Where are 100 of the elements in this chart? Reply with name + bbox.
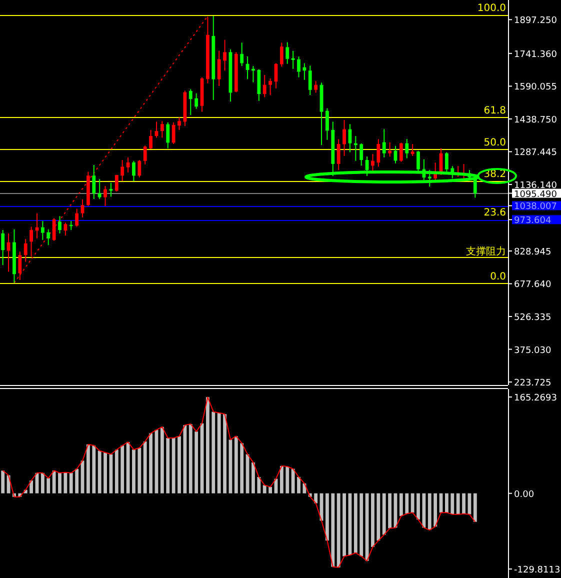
bar (1, 470, 5, 494)
bar (376, 493, 380, 541)
candlestick (172, 122, 176, 144)
candlestick (217, 50, 221, 86)
y-tick-label: 677.640 (514, 280, 552, 290)
bar (297, 477, 300, 494)
bar (40, 472, 44, 494)
bar (428, 493, 432, 530)
candlestick (104, 186, 107, 206)
candlestick (268, 78, 272, 96)
y-tick-label: 828.945 (514, 247, 552, 258)
annotation: 61.8 (484, 105, 506, 116)
candlestick (188, 88, 192, 116)
annotation: 50.0 (484, 137, 506, 148)
candlestick (166, 122, 170, 149)
y-tick-label: 1038.007 (514, 202, 557, 212)
y-tick-label: 1741.360 (514, 50, 558, 60)
y-tick-label: -129.8113 (514, 566, 560, 576)
y-tick-label: 1136.140 (514, 180, 558, 191)
candlestick (302, 62, 306, 80)
bar (120, 446, 124, 494)
y-tick-label: 1897.250 (514, 16, 558, 26)
bar (212, 412, 216, 494)
bar (69, 472, 73, 494)
bar (382, 493, 386, 535)
candlestick (24, 238, 28, 262)
bar (114, 450, 118, 494)
bar (416, 493, 420, 520)
bar (178, 436, 181, 494)
y-tick-label: 375.030 (514, 346, 552, 356)
candlestick (114, 174, 118, 192)
candlestick (194, 92, 198, 110)
bar (149, 433, 153, 494)
candlestick (160, 120, 164, 138)
y-tick-label: 1438.750 (514, 115, 558, 126)
bar (410, 493, 414, 513)
bar (104, 452, 107, 494)
bar (342, 493, 346, 556)
bar (86, 444, 90, 494)
bar (473, 493, 477, 522)
candlestick (325, 108, 329, 140)
candlestick (280, 42, 284, 68)
candlestick (92, 164, 96, 200)
candlestick (262, 74, 266, 98)
bar (183, 425, 187, 494)
bar (405, 493, 409, 514)
bar (194, 432, 198, 494)
bar (462, 493, 466, 514)
candlestick (120, 160, 124, 182)
annotation: 0.0 (490, 271, 506, 282)
bar (399, 493, 403, 516)
bar (252, 462, 255, 494)
bar (188, 424, 192, 494)
bar (450, 493, 454, 514)
candlestick (371, 153, 374, 172)
bar (422, 493, 426, 528)
bar (434, 493, 438, 527)
bar (30, 480, 34, 494)
bar (456, 493, 460, 514)
annotation: 100.0 (477, 3, 506, 14)
bar (52, 470, 56, 494)
candlestick (286, 42, 290, 64)
candlestick (336, 138, 340, 170)
candlestick (1, 229, 5, 266)
candlestick (30, 226, 34, 258)
y-tick-label: 223.725 (514, 378, 552, 389)
ref-line-label: 支撑阻力 (466, 246, 506, 258)
bar (257, 477, 261, 494)
annotation: 23.6 (484, 208, 506, 219)
bar (444, 493, 448, 513)
y-tick-label: 1287.445 (514, 148, 557, 158)
bar (286, 466, 290, 494)
candlestick (98, 178, 102, 200)
candlestick (46, 228, 50, 246)
bar (46, 478, 50, 494)
line-series (2, 396, 476, 568)
bar (143, 441, 147, 494)
bar (388, 493, 392, 528)
candlestick (444, 152, 448, 174)
candlestick (18, 251, 22, 280)
bar (234, 436, 238, 494)
candlestick (240, 42, 244, 67)
candlestick (428, 169, 432, 188)
candlestick (143, 145, 147, 165)
bar (64, 472, 68, 494)
candlestick (149, 129, 153, 150)
candlestick (416, 150, 420, 172)
candlestick (410, 143, 414, 156)
y-tick-label: 0.00 (514, 490, 534, 500)
bar (360, 493, 364, 556)
bar (92, 446, 96, 494)
candlestick (360, 142, 364, 166)
bar (160, 426, 164, 494)
candlestick (138, 160, 142, 178)
bar (240, 443, 244, 494)
candlestick (109, 182, 113, 198)
candlestick (132, 160, 136, 182)
candlestick (75, 208, 79, 228)
candlestick (388, 142, 392, 158)
candlestick (297, 56, 300, 78)
